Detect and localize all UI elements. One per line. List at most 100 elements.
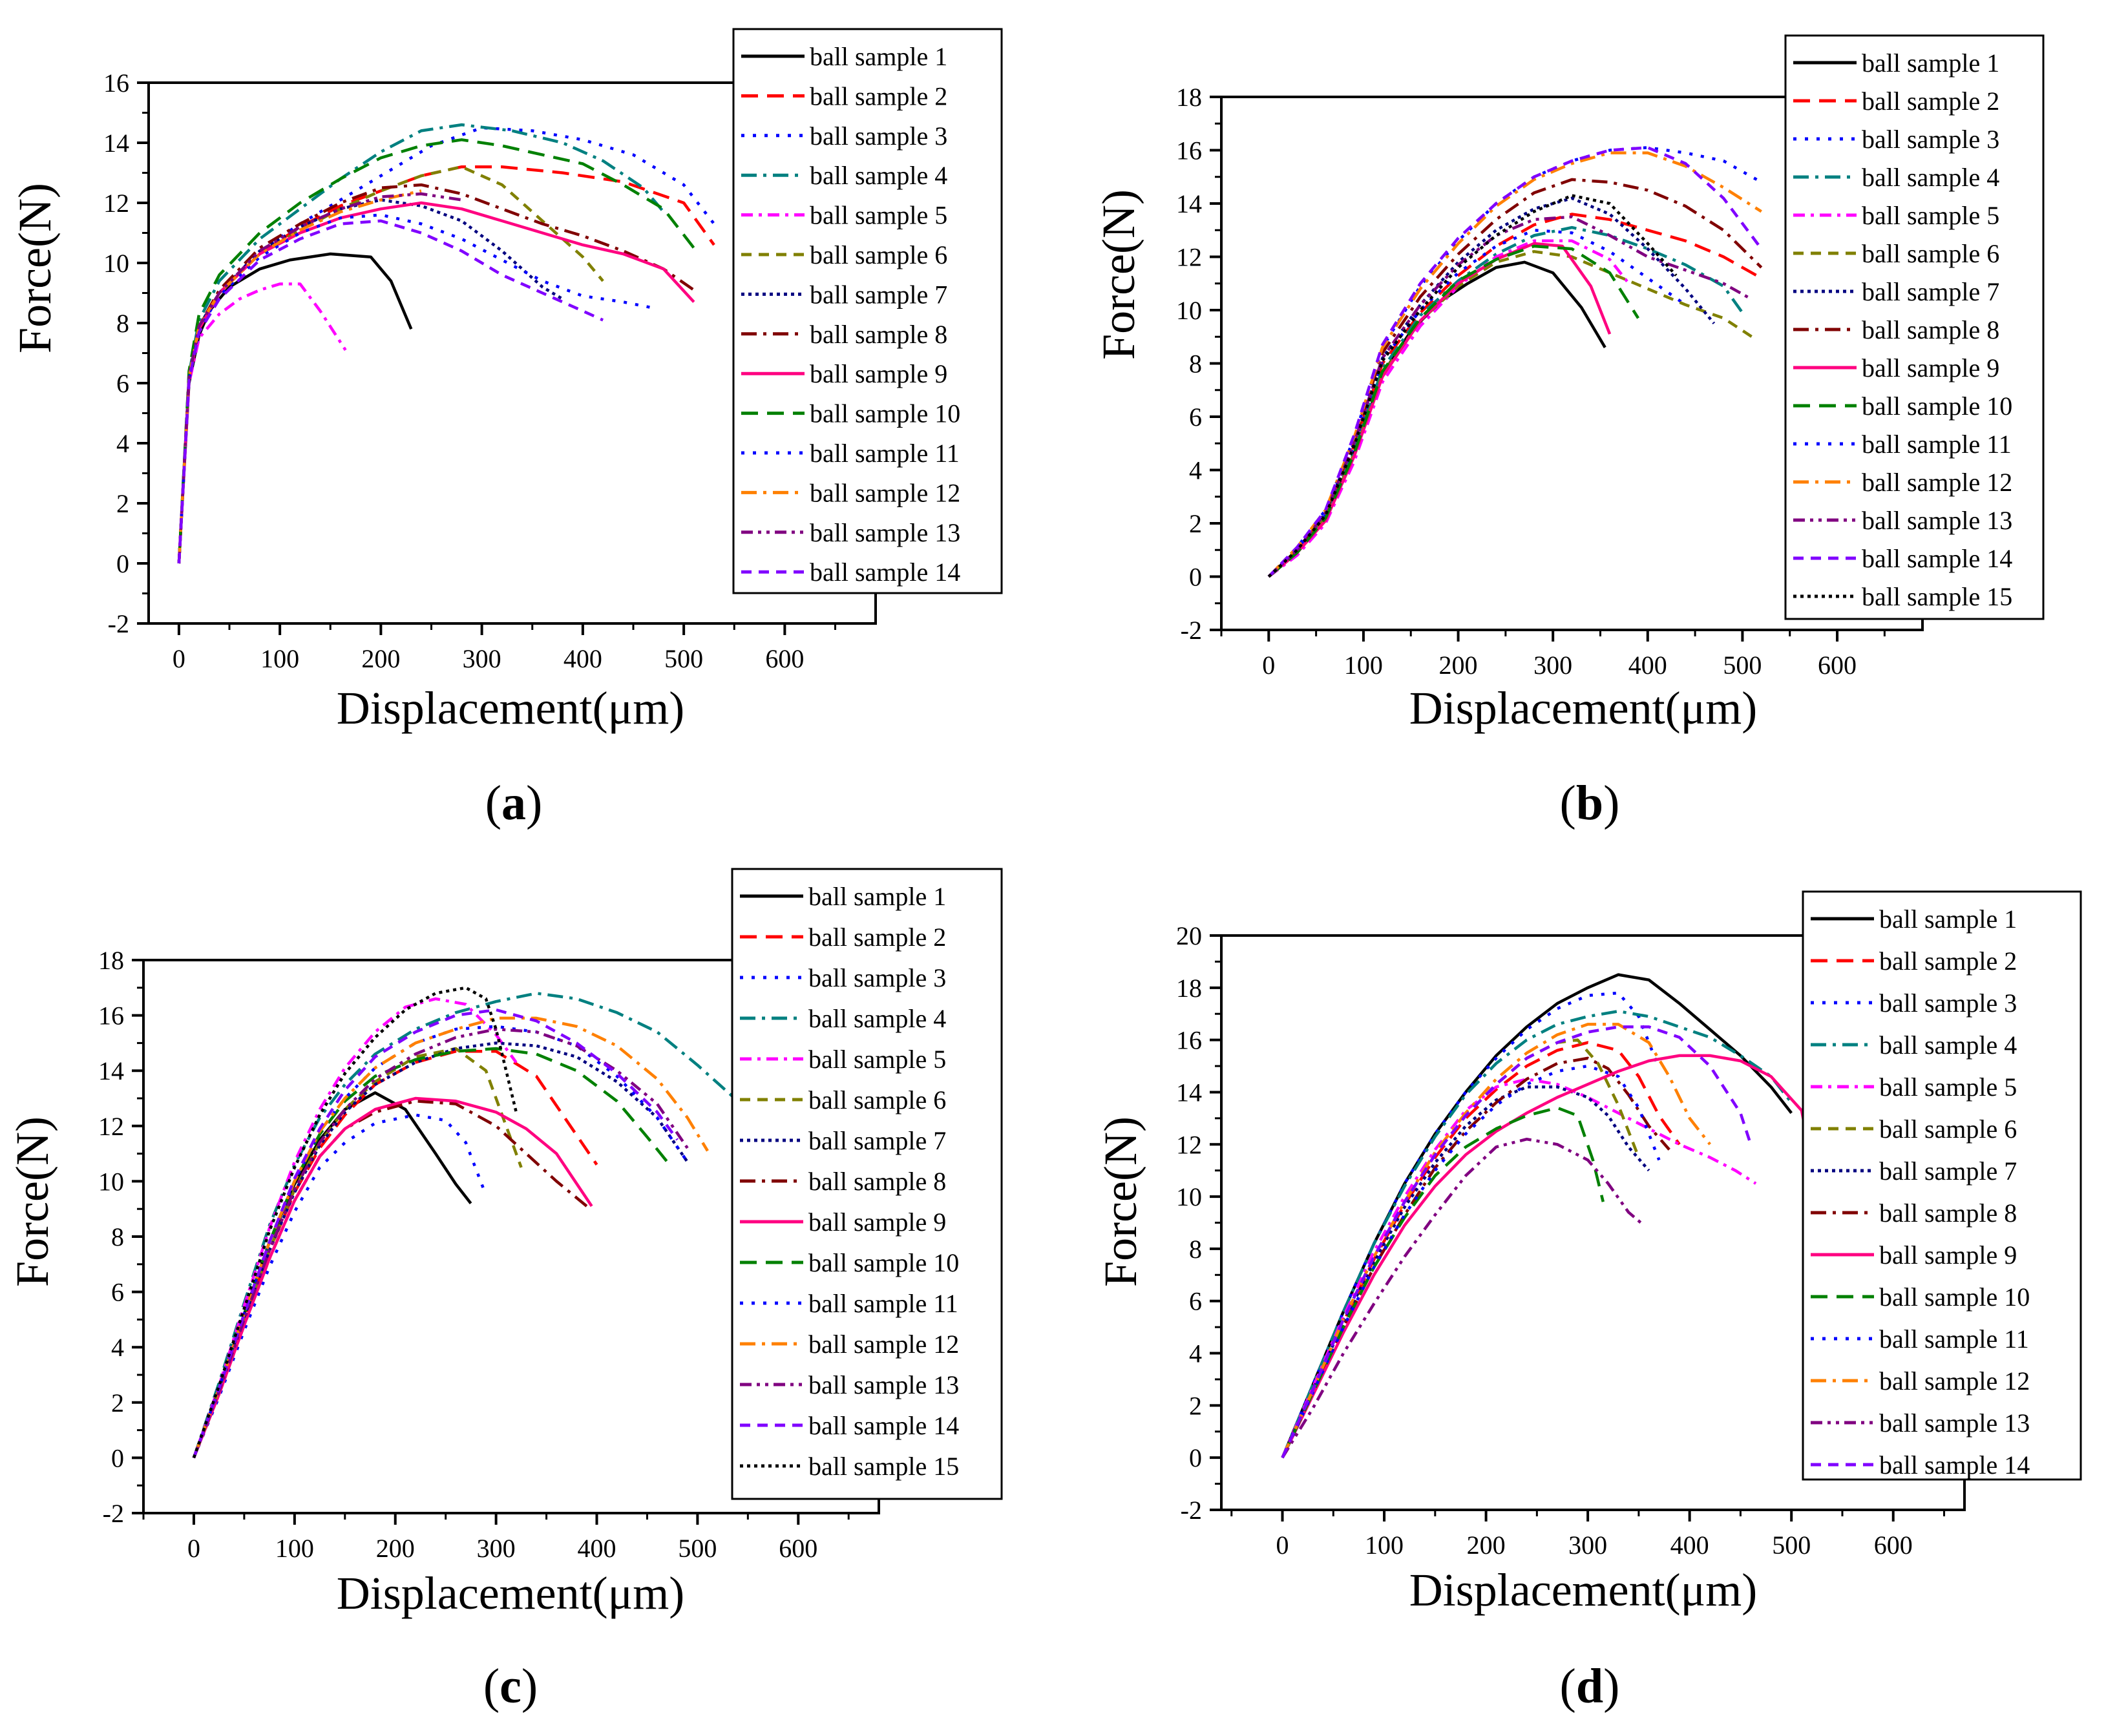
series-line-2 [177,165,715,564]
series-line-13 [1267,215,1753,578]
legend-entry: ball sample 1 [808,882,946,911]
series-line-4 [177,123,665,564]
legend-entry: ball sample 6 [808,1085,946,1114]
legend-entry: ball sample 2 [810,81,947,110]
y-tick-label: 16 [1176,1026,1202,1055]
y-tick-label: -2 [1181,616,1202,645]
y-axis-label: Force(N) [1093,189,1144,360]
y-tick-label: 12 [1176,1130,1202,1159]
y-tick-label: 4 [1189,1339,1202,1368]
y-tick-label: 0 [1189,1443,1202,1472]
legend-entry: ball sample 12 [1879,1366,2030,1396]
panel-b-chart: 0 100 200 300 400 500 600 -2 0 2 4 6 8 10 12 14 16 18 Disp… [1093,34,2045,830]
x-tick-label: 400 [1628,651,1667,680]
x-tick-label: 0 [1276,1531,1289,1560]
legend-entry: ball sample 4 [810,161,947,190]
legend: ball sample 1 ball sample 2 ball sample 3 b… [1784,34,2045,620]
panel-letter: c [500,1659,521,1713]
legend-entry: ball sample 5 [808,1045,946,1074]
series-line-12 [1281,1023,1711,1459]
x-tick-label: 100 [1365,1531,1404,1560]
series-line-2 [1281,1041,1681,1459]
y-tick-label: 0 [116,549,129,578]
legend-entry: ball sample 13 [1879,1408,2030,1438]
x-tick-label: 600 [765,644,804,673]
series-line-9 [1267,242,1612,578]
legend-entry: ball sample 9 [1879,1240,2017,1270]
y-tick-label: 2 [111,1388,124,1417]
legend-entry: ball sample 13 [1862,506,2012,535]
x-tick-label: 500 [1772,1531,1811,1560]
x-tick-label: 200 [361,644,400,673]
series-line-1 [192,1091,472,1459]
x-tick-label: 0 [1262,651,1275,680]
legend-entry: ball sample 11 [810,439,960,468]
y-axis-label: Force(N) [9,183,61,353]
series-line-9 [1281,1054,1813,1459]
x-tick-label: 300 [463,644,501,673]
series-line-14 [1267,146,1763,578]
series-line-11 [177,213,654,564]
y-tick-label: 12 [103,189,129,218]
series-line-5 [1267,239,1630,578]
series-line-10 [1267,244,1640,578]
series-line-5 [192,997,518,1459]
legend-entry: ball sample 8 [1879,1198,2017,1228]
legend-entry: ball sample 4 [1879,1030,2017,1060]
legend-entry: ball sample 10 [810,399,960,428]
x-tick-label: 400 [563,644,602,673]
legend-entry: ball sample 13 [810,518,960,547]
x-tick-label: 500 [664,644,703,673]
legend-entry: ball sample 9 [808,1208,946,1237]
x-axis-label: Displacement(μm) [337,682,684,734]
y-tick-label: 6 [1189,1287,1202,1316]
series-line-3 [1267,229,1687,578]
x-tick-label: 0 [187,1534,200,1563]
y-tick-label: 8 [116,309,129,338]
series-line-11 [1267,146,1762,578]
legend-entry: ball sample 12 [808,1330,959,1359]
x-tick-label: 500 [678,1534,717,1563]
series-group [1267,146,1763,578]
panel-label: (b) [1560,776,1620,830]
series-line-14 [177,219,604,564]
series-line-14 [192,1008,679,1459]
legend-entry: ball sample 4 [1862,163,1999,192]
legend-entry: ball sample 7 [1862,277,1999,306]
legend-box [732,28,1003,594]
legend-entry: ball sample 1 [810,42,947,71]
series-group [192,986,739,1459]
y-tick-label: 16 [103,68,129,98]
panel-letter: a [501,776,526,830]
series-line-4 [1281,1009,1793,1459]
x-tick-label: 400 [1670,1531,1709,1560]
panel-label: (a) [485,776,543,830]
y-tick-label: 14 [1176,1078,1202,1107]
legend-entry: ball sample 11 [1879,1324,2029,1354]
y-tick-label: 12 [1176,243,1202,272]
legend-entry: ball sample 5 [1862,201,1999,230]
legend-entry: ball sample 3 [1862,125,1999,154]
legend-entry: ball sample 1 [1862,48,1999,78]
legend-entry: ball sample 8 [810,320,947,349]
y-tick-label: 2 [1189,1391,1202,1420]
y-tick-label: 4 [116,429,129,458]
y-tick-label: 14 [103,129,129,158]
panel-a-chart: 0 100 200 300 400 500 600 -2 0 2 4 6 8 10 12 14 16 Displa… [9,28,1003,830]
legend-entry: ball sample 2 [1879,946,2017,976]
x-tick-label: 300 [477,1534,516,1563]
series-line-10 [1281,1106,1605,1459]
legend-entry: ball sample 12 [810,478,960,507]
x-tick-label: 400 [578,1534,616,1563]
legend-entry: ball sample 2 [1862,87,1999,116]
legend-entry: ball sample 15 [1862,582,2012,611]
y-tick-label: 6 [1189,403,1202,432]
legend-entry: ball sample 8 [1862,315,1999,344]
legend-entry: ball sample 14 [810,558,960,587]
series-line-5 [1281,1078,1757,1459]
legend-entry: ball sample 11 [808,1289,958,1318]
y-tick-label: 2 [116,489,129,518]
legend-entry: ball sample 13 [808,1370,959,1399]
panel-letter: d [1576,1659,1603,1713]
